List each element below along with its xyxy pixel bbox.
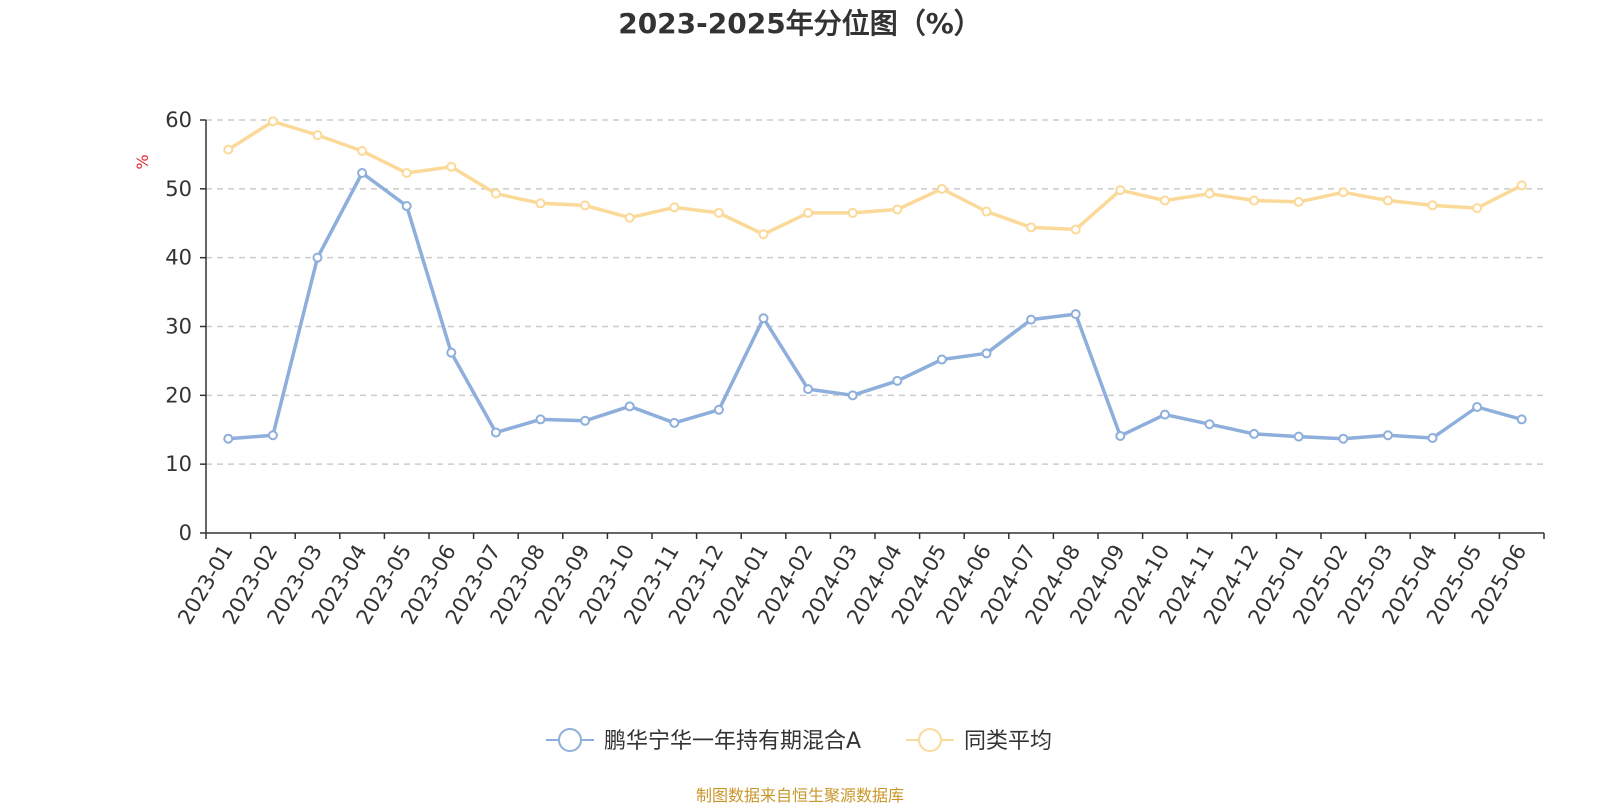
data-point[interactable] <box>1159 195 1170 206</box>
data-point[interactable] <box>401 201 412 212</box>
data-point[interactable] <box>1472 402 1483 413</box>
data-point[interactable] <box>1115 430 1126 441</box>
data-point[interactable] <box>1427 200 1438 211</box>
data-point[interactable] <box>758 313 769 324</box>
source-note: 制图数据来自恒生聚源数据库 <box>695 786 904 805</box>
y-tick-label: 10 <box>165 452 192 476</box>
data-point[interactable] <box>223 144 234 155</box>
data-point[interactable] <box>1204 188 1215 199</box>
data-point[interactable] <box>758 229 769 240</box>
y-tick-label: 20 <box>165 383 192 407</box>
data-point[interactable] <box>446 161 457 172</box>
data-point[interactable] <box>312 130 323 141</box>
data-point[interactable] <box>1026 222 1037 233</box>
data-point[interactable] <box>1427 433 1438 444</box>
legend[interactable]: 鹏华宁华一年持有期混合A 同类平均 <box>546 728 1052 754</box>
data-point[interactable] <box>803 384 814 395</box>
data-point[interactable] <box>267 116 278 127</box>
data-point[interactable] <box>580 415 591 426</box>
legend-label: 鹏华宁华一年持有期混合A <box>604 729 861 754</box>
legend-swatch-marker <box>918 728 942 752</box>
data-point[interactable] <box>1382 430 1393 441</box>
data-point[interactable] <box>713 404 724 415</box>
data-point[interactable] <box>669 202 680 213</box>
grid-lines <box>206 119 1544 465</box>
data-point[interactable] <box>936 354 947 365</box>
data-point[interactable] <box>981 348 992 359</box>
series-line-0 <box>228 171 1523 441</box>
series-lines <box>223 116 1527 444</box>
data-point[interactable] <box>490 427 501 438</box>
legend-item-0[interactable]: 鹏华宁华一年持有期混合A <box>546 728 861 754</box>
data-point[interactable] <box>1338 433 1349 444</box>
data-point[interactable] <box>446 347 457 358</box>
data-point[interactable] <box>312 252 323 263</box>
data-point[interactable] <box>223 433 234 444</box>
data-point[interactable] <box>1026 314 1037 325</box>
data-point[interactable] <box>1249 195 1260 206</box>
legend-item-1[interactable]: 同类平均 <box>906 728 1052 754</box>
data-point[interactable] <box>357 168 368 179</box>
series-line-1 <box>227 119 1523 237</box>
data-point[interactable] <box>1115 185 1126 196</box>
data-point[interactable] <box>1472 203 1483 214</box>
data-point[interactable] <box>892 204 903 215</box>
data-point[interactable] <box>847 390 858 401</box>
data-point[interactable] <box>401 168 412 179</box>
y-tick-label: 50 <box>165 177 192 201</box>
data-point[interactable] <box>1516 414 1527 425</box>
axes: 0102030405060%2023-012023-022023-032023-… <box>133 108 1545 628</box>
data-point[interactable] <box>1338 187 1349 198</box>
data-point[interactable] <box>803 207 814 218</box>
y-axis-label: % <box>133 154 152 169</box>
legend-swatch-marker <box>558 728 582 752</box>
data-point[interactable] <box>1070 224 1081 235</box>
data-point[interactable] <box>892 375 903 386</box>
data-point[interactable] <box>624 401 635 412</box>
data-point[interactable] <box>535 414 546 425</box>
data-point[interactable] <box>624 212 635 223</box>
data-point[interactable] <box>1249 428 1260 439</box>
data-point[interactable] <box>535 198 546 209</box>
y-tick-label: 40 <box>165 246 192 270</box>
data-point[interactable] <box>1159 409 1170 420</box>
data-point[interactable] <box>847 207 858 218</box>
data-point[interactable] <box>580 200 591 211</box>
data-point[interactable] <box>267 430 278 441</box>
data-point[interactable] <box>669 417 680 428</box>
data-point[interactable] <box>1293 196 1304 207</box>
data-point[interactable] <box>357 145 368 156</box>
data-point[interactable] <box>490 188 501 199</box>
data-point[interactable] <box>713 207 724 218</box>
data-point[interactable] <box>1070 309 1081 320</box>
data-point[interactable] <box>1293 431 1304 442</box>
data-point[interactable] <box>1516 180 1527 191</box>
data-point[interactable] <box>981 206 992 217</box>
legend-label: 同类平均 <box>964 729 1052 754</box>
data-point[interactable] <box>1382 195 1393 206</box>
data-point[interactable] <box>936 183 947 194</box>
y-tick-label: 0 <box>179 521 192 545</box>
chart-title: 2023-2025年分位图（%） <box>618 7 982 40</box>
data-point[interactable] <box>1204 419 1215 430</box>
y-tick-label: 60 <box>165 108 192 132</box>
y-tick-label: 30 <box>165 315 192 339</box>
